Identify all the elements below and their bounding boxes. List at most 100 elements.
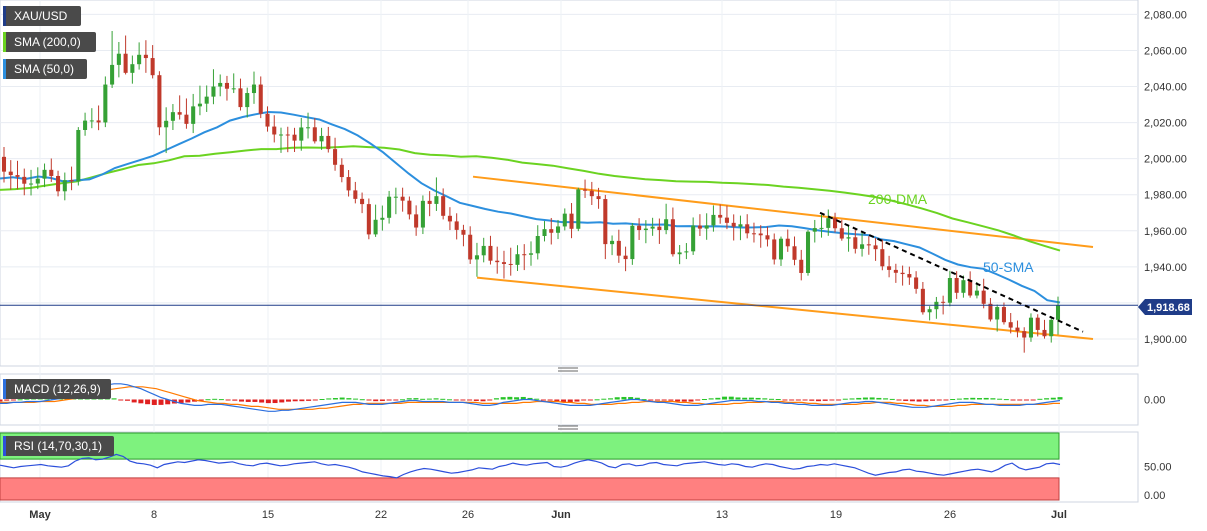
candle	[887, 255, 892, 278]
macd-histogram-bar	[869, 397, 875, 400]
rsi-badge[interactable]: RSI (14,70,30,1)	[3, 436, 114, 456]
candle-body	[961, 280, 966, 293]
candle-body	[170, 112, 175, 121]
candle	[866, 236, 871, 255]
candle	[1035, 314, 1040, 337]
macd-histogram-bar	[755, 397, 761, 400]
sma200-badge[interactable]: SMA (200,0)	[3, 32, 96, 52]
candle	[900, 265, 905, 286]
candle-body	[974, 290, 979, 296]
macd-histogram-bar	[795, 399, 801, 401]
x-tick-label: 19	[830, 509, 842, 521]
candle-body	[1015, 327, 1020, 332]
candle-body	[204, 96, 209, 104]
candle	[839, 219, 844, 241]
candle-body	[704, 225, 709, 229]
macd-histogram-bar	[319, 399, 325, 401]
macd-histogram-bar	[493, 398, 499, 400]
candle	[664, 203, 669, 235]
macd-histogram-bar	[802, 399, 808, 401]
macd-resize-handle[interactable]	[558, 367, 578, 372]
macd-histogram-bar	[131, 399, 137, 403]
candle	[400, 187, 405, 212]
candle-body	[184, 114, 189, 124]
macd-histogram-bar	[789, 399, 795, 401]
macd-histogram-bar	[708, 398, 714, 400]
macd-histogram-bar	[259, 399, 265, 403]
macd-badge[interactable]: MACD (12,26,9)	[3, 379, 111, 399]
macd-histogram-bar	[413, 398, 419, 400]
candle	[164, 107, 169, 154]
candle	[751, 222, 756, 243]
macd-histogram-bar	[815, 399, 821, 402]
candle	[366, 198, 371, 240]
macd-histogram-bar	[353, 398, 359, 400]
candle	[630, 223, 635, 265]
sma50-badge[interactable]: SMA (50,0)	[3, 59, 87, 79]
candle-body	[799, 259, 804, 273]
resistance-trendline	[819, 211, 1084, 333]
candle	[1049, 316, 1054, 343]
candle	[1055, 296, 1061, 335]
candle-body	[400, 196, 405, 201]
x-tick-label: May	[29, 509, 51, 521]
macd-histogram-bar	[17, 399, 23, 401]
candle	[495, 246, 500, 274]
candle-body	[954, 278, 959, 293]
macd-histogram-bar	[601, 398, 607, 400]
candle-body	[873, 245, 878, 250]
symbol-badge[interactable]: XAU/USD	[3, 6, 81, 26]
current-price-badge: 1,918.68	[1138, 299, 1192, 315]
candle	[745, 214, 750, 239]
y-tick-label: 1,900.00	[1144, 334, 1187, 346]
candle-body	[616, 240, 621, 256]
macd-histogram-bar	[487, 399, 493, 401]
y-tick-label: 1,940.00	[1144, 262, 1187, 274]
macd-histogram-bar	[420, 398, 426, 400]
candle	[96, 105, 101, 131]
candle-body	[630, 225, 635, 260]
candle	[927, 306, 932, 321]
candle-body	[35, 178, 40, 184]
macd-histogram-bar	[547, 399, 553, 401]
macd-histogram-bar	[628, 397, 634, 400]
candle-body	[826, 218, 831, 228]
macd-histogram-bar	[681, 399, 687, 402]
candle-body	[637, 225, 642, 231]
candle	[1015, 320, 1020, 338]
x-tick-label: 15	[262, 509, 274, 521]
candle	[292, 127, 297, 152]
annotation-200dma: 200-DMA	[868, 191, 928, 207]
candle-body	[839, 228, 844, 239]
macd-histogram-bar	[822, 399, 828, 401]
rsi-oversold-zone	[0, 477, 1060, 501]
candle	[8, 160, 13, 190]
candle	[1022, 327, 1027, 353]
candle-body	[62, 180, 67, 192]
macd-histogram-bar	[1050, 397, 1056, 400]
candle-body	[461, 229, 466, 235]
macd-histogram-bar	[393, 399, 399, 401]
macd-histogram-bar	[769, 398, 775, 400]
macd-histogram-bar	[923, 399, 929, 402]
rsi-series	[0, 453, 1061, 479]
candle-body	[596, 196, 601, 200]
candle	[914, 271, 919, 294]
candle	[42, 163, 47, 188]
candle	[110, 31, 115, 88]
candle	[258, 76, 263, 119]
macd-histogram-bar	[849, 398, 855, 400]
candle	[657, 218, 662, 244]
macd-histogram-bar	[675, 399, 681, 402]
candle-body	[285, 134, 290, 136]
candle-body	[251, 84, 257, 94]
candle	[1008, 312, 1013, 334]
candle	[218, 74, 223, 97]
candle-body	[623, 255, 628, 260]
x-tick-label: 22	[375, 509, 387, 521]
candle-body	[393, 196, 398, 198]
candle-body	[914, 277, 919, 289]
candle	[968, 271, 973, 298]
rsi-resize-handle[interactable]	[558, 425, 578, 430]
